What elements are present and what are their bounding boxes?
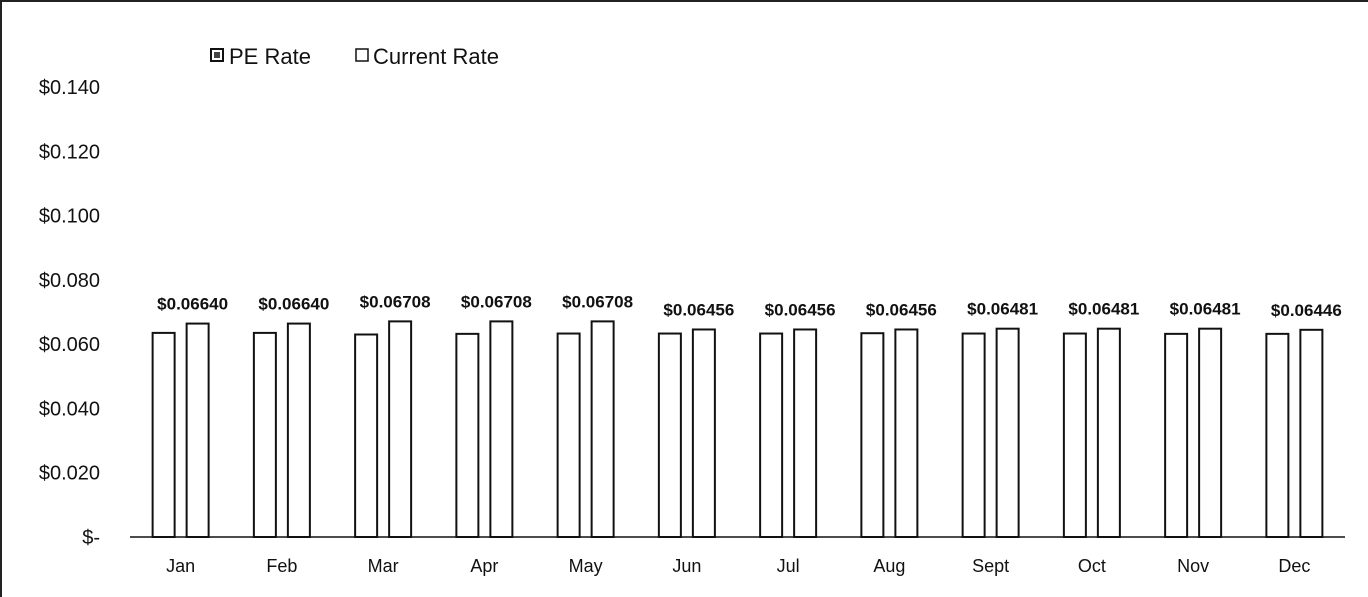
x-tick-label: Mar (368, 556, 399, 576)
y-axis: $- $0.020 $0.040 $0.060 $0.080 $0.100 $0.120 $0… (39, 77, 100, 549)
bar-pe-rate-nov (1164, 332, 1189, 538)
data-label: $0.06456 (866, 300, 937, 319)
bar-current-rate-mar (388, 320, 413, 538)
x-tick-label: May (569, 556, 603, 576)
data-label: $0.06446 (1271, 301, 1342, 320)
data-label: $0.06640 (258, 295, 329, 314)
bar-pe-rate-aug (860, 332, 885, 539)
bar-current-rate-apr (489, 320, 514, 538)
x-tick-label: Apr (470, 556, 498, 576)
y-tick-label: $0.100 (39, 206, 100, 228)
y-tick-label: $0.060 (39, 334, 100, 356)
bar-pe-rate-may (556, 332, 581, 538)
bar-current-rate-may (590, 320, 615, 538)
x-axis: Jan Feb Mar Apr May Jun Jul Aug Sept Oct Nov Dec (166, 556, 1310, 576)
x-tick-label: Sept (972, 556, 1009, 576)
bar-pe-rate-jan (151, 331, 176, 538)
bar-current-rate-jan (185, 322, 210, 539)
data-labels: $0.06640 $0.06640 $0.06708 $0.06708 $0.06708… (157, 292, 1342, 319)
plot-area (130, 320, 1345, 539)
data-label: $0.06481 (1068, 300, 1139, 319)
y-tick-label: $- (82, 527, 100, 549)
legend-swatch-pe-rate-fill (214, 52, 220, 58)
data-label: $0.06481 (1170, 300, 1241, 319)
data-label: $0.06708 (360, 292, 431, 311)
bar-current-rate-sept (995, 327, 1020, 538)
data-label: $0.06456 (663, 300, 734, 319)
bar-pe-rate-dec (1265, 332, 1290, 538)
legend-label-pe-rate: PE Rate (229, 44, 311, 69)
x-tick-label: Feb (266, 556, 297, 576)
y-tick-label: $0.020 (39, 463, 100, 485)
data-label: $0.06640 (157, 295, 228, 314)
legend: PE Rate Current Rate (210, 44, 499, 69)
x-tick-label: Jun (672, 556, 701, 576)
bar-pe-rate-feb (252, 331, 277, 538)
bar-pe-rate-jul (759, 332, 784, 538)
legend-swatch-current-rate (355, 48, 369, 62)
bar-current-rate-dec (1299, 328, 1324, 538)
y-tick-label: $0.120 (39, 141, 100, 163)
bar-current-rate-feb (286, 322, 311, 539)
x-tick-label: Aug (873, 556, 905, 576)
x-tick-label: Dec (1278, 556, 1310, 576)
data-label: $0.06708 (461, 292, 532, 311)
bar-current-rate-jul (793, 328, 818, 538)
bar-current-rate-oct (1096, 327, 1121, 538)
x-tick-label: Jul (777, 556, 800, 576)
bar-pe-rate-mar (354, 333, 379, 538)
y-tick-label: $0.140 (39, 77, 100, 99)
data-label: $0.06481 (967, 300, 1038, 319)
x-tick-label: Jan (166, 556, 195, 576)
bar-pe-rate-oct (1062, 332, 1087, 538)
data-label: $0.06708 (562, 292, 633, 311)
bar-pe-rate-sept (961, 332, 986, 538)
bar-current-rate-aug (894, 328, 919, 538)
data-label: $0.06456 (765, 300, 836, 319)
x-tick-label: Nov (1177, 556, 1209, 576)
y-tick-label: $0.080 (39, 270, 100, 292)
x-tick-label: Oct (1078, 556, 1106, 576)
bar-current-rate-jun (691, 328, 716, 538)
y-tick-label: $0.040 (39, 398, 100, 420)
legend-label-current-rate: Current Rate (373, 44, 499, 69)
bar-pe-rate-apr (455, 332, 480, 538)
bar-current-rate-nov (1198, 327, 1223, 538)
bar-pe-rate-jun (657, 332, 682, 538)
